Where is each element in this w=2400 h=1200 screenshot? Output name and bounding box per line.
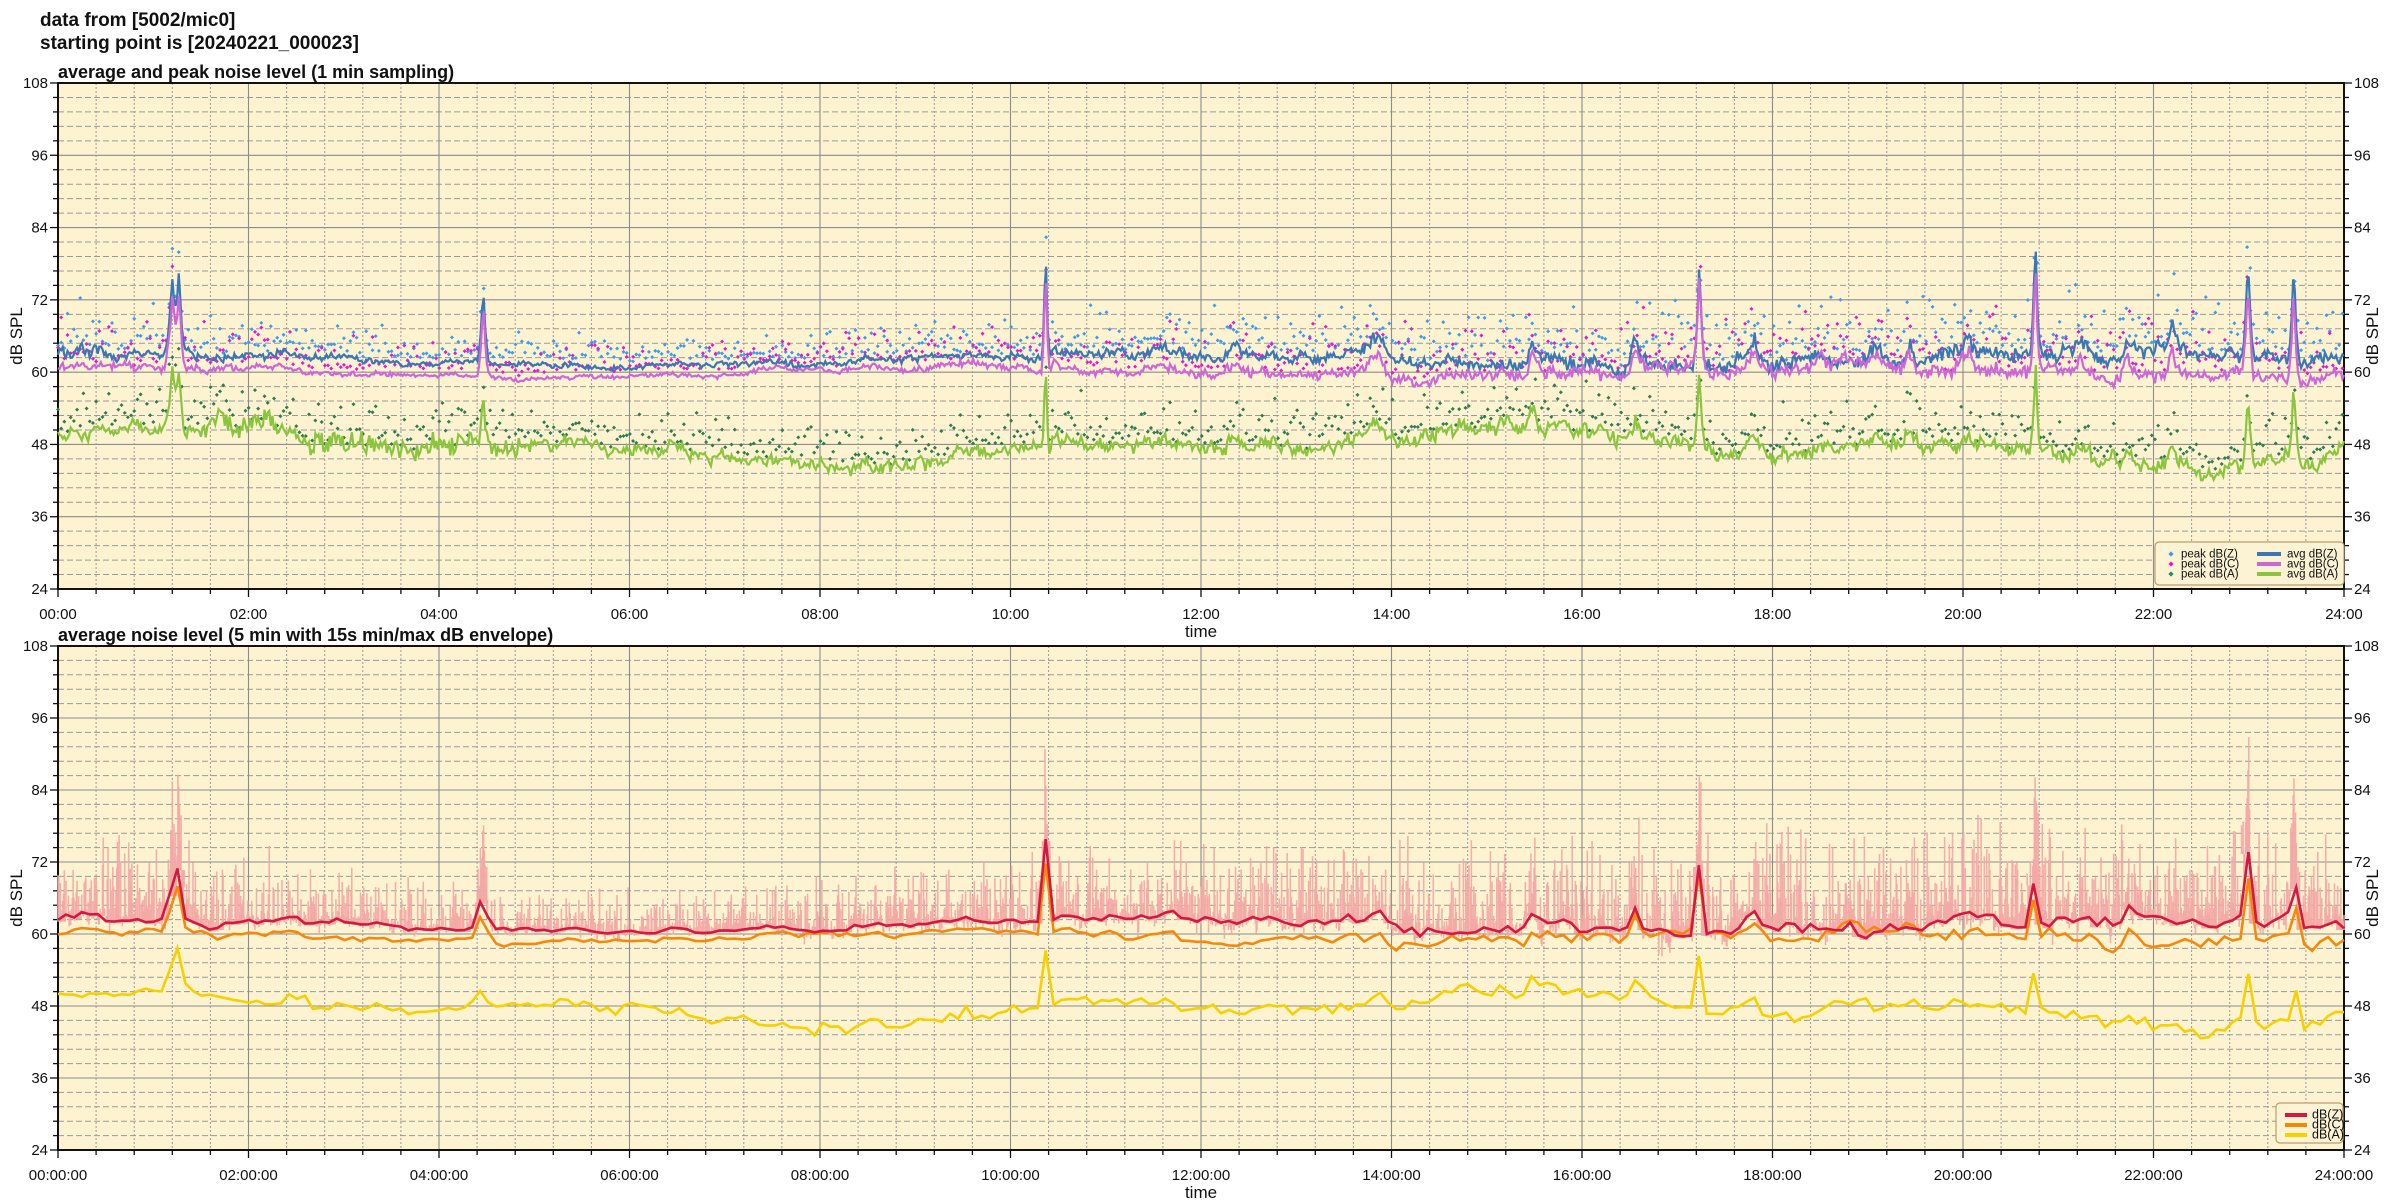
svg-text:14:00:00: 14:00:00 (1362, 1167, 1420, 1184)
svg-text:36: 36 (31, 509, 48, 526)
svg-text:average and peak noise level (: average and peak noise level (1 min samp… (58, 62, 454, 82)
svg-text:00:00:00: 00:00:00 (29, 1167, 87, 1184)
svg-text:16:00:00: 16:00:00 (1553, 1167, 1611, 1184)
svg-text:dB SPL: dB SPL (7, 307, 26, 365)
svg-text:avg dB(A): avg dB(A) (2287, 569, 2338, 581)
svg-text:20:00:00: 20:00:00 (1934, 1167, 1992, 1184)
svg-text:time: time (1185, 1183, 1217, 1200)
svg-text:24:00: 24:00 (2325, 606, 2363, 623)
svg-text:96: 96 (31, 710, 48, 727)
svg-text:108: 108 (23, 638, 48, 655)
svg-text:00:00: 00:00 (39, 606, 77, 623)
svg-text:48: 48 (31, 998, 48, 1015)
svg-text:18:00:00: 18:00:00 (1743, 1167, 1801, 1184)
svg-text:84: 84 (31, 220, 48, 237)
svg-text:02:00: 02:00 (230, 606, 268, 623)
svg-text:108: 108 (2354, 75, 2379, 92)
svg-text:06:00: 06:00 (611, 606, 649, 623)
svg-text:22:00: 22:00 (2135, 606, 2173, 623)
svg-text:dB SPL: dB SPL (2363, 307, 2382, 365)
svg-text:48: 48 (2354, 436, 2371, 453)
svg-text:24: 24 (2354, 1142, 2371, 1159)
svg-text:10:00:00: 10:00:00 (981, 1167, 1039, 1184)
svg-text:84: 84 (2354, 782, 2371, 799)
svg-text:96: 96 (2354, 710, 2371, 727)
svg-text:16:00: 16:00 (1563, 606, 1601, 623)
svg-text:48: 48 (2354, 998, 2371, 1015)
svg-text:24: 24 (31, 1142, 48, 1159)
svg-text:24: 24 (31, 581, 48, 598)
svg-text:22:00:00: 22:00:00 (2124, 1167, 2182, 1184)
svg-text:96: 96 (31, 147, 48, 164)
svg-text:08:00:00: 08:00:00 (791, 1167, 849, 1184)
svg-text:dB SPL: dB SPL (7, 869, 26, 927)
svg-text:02:00:00: 02:00:00 (219, 1167, 277, 1184)
svg-text:time: time (1185, 622, 1217, 641)
svg-text:72: 72 (2354, 854, 2371, 871)
svg-text:72: 72 (31, 854, 48, 871)
svg-text:dB(A): dB(A) (2312, 1128, 2344, 1142)
svg-text:60: 60 (31, 926, 48, 943)
svg-text:12:00:00: 12:00:00 (1172, 1167, 1230, 1184)
svg-text:18:00: 18:00 (1754, 606, 1792, 623)
svg-text:60: 60 (31, 364, 48, 381)
svg-text:average noise level (5 min wit: average noise level (5 min with 15s min/… (58, 625, 553, 645)
svg-text:04:00:00: 04:00:00 (410, 1167, 468, 1184)
svg-text:108: 108 (2354, 638, 2379, 655)
svg-text:10:00: 10:00 (992, 606, 1030, 623)
svg-text:108: 108 (23, 75, 48, 92)
svg-text:72: 72 (31, 292, 48, 309)
svg-text:dB SPL: dB SPL (2363, 869, 2382, 927)
svg-text:84: 84 (2354, 220, 2371, 237)
svg-text:20:00: 20:00 (1944, 606, 1982, 623)
svg-text:04:00: 04:00 (420, 606, 458, 623)
svg-text:24: 24 (2354, 581, 2371, 598)
svg-text:24:00:00: 24:00:00 (2315, 1167, 2373, 1184)
svg-text:36: 36 (2354, 1070, 2371, 1087)
svg-text:peak dB(A): peak dB(A) (2181, 569, 2239, 581)
svg-text:06:00:00: 06:00:00 (600, 1167, 658, 1184)
svg-text:60: 60 (2354, 364, 2371, 381)
svg-text:36: 36 (2354, 509, 2371, 526)
svg-text:14:00: 14:00 (1373, 606, 1411, 623)
svg-text:48: 48 (31, 436, 48, 453)
svg-text:36: 36 (31, 1070, 48, 1087)
svg-text:96: 96 (2354, 147, 2371, 164)
svg-text:84: 84 (31, 782, 48, 799)
svg-text:60: 60 (2354, 926, 2371, 943)
svg-text:72: 72 (2354, 292, 2371, 309)
svg-text:08:00: 08:00 (801, 606, 839, 623)
svg-text:12:00: 12:00 (1182, 606, 1220, 623)
